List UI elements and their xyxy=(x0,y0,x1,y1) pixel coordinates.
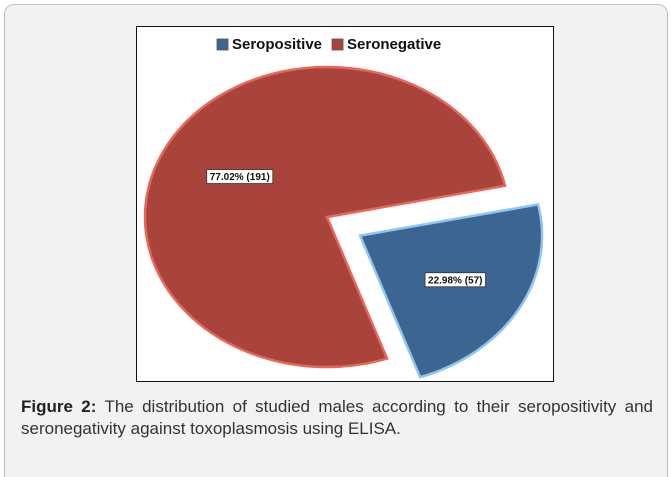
legend-label: Seronegative xyxy=(347,36,441,53)
data-label: 22.98% (57) xyxy=(424,272,486,288)
pie-slice xyxy=(143,65,507,369)
legend-swatch xyxy=(216,38,229,51)
data-label-box xyxy=(206,169,274,184)
caption: Figure 2: The distribution of studied ma… xyxy=(21,396,653,440)
chart-image: 22.98% (57) 77.02% (191) Seropositive Seron… xyxy=(136,26,554,382)
data-label: 77.02% (191) xyxy=(206,169,274,184)
data-label-box xyxy=(424,272,486,288)
pie-slice xyxy=(358,203,544,379)
data-label-text: 22.98% (57) xyxy=(428,275,482,286)
figure-panel: 22.98% (57) 77.02% (191) Seropositive Seron… xyxy=(4,4,668,477)
data-label-text: 77.02% (191) xyxy=(210,172,270,183)
caption-label: Figure 2: xyxy=(21,397,97,416)
caption-text: The distribution of studied males accord… xyxy=(21,397,654,438)
legend-label: Seropositive xyxy=(232,36,322,53)
legend-swatch xyxy=(331,38,344,51)
chart: 22.98% (57) 77.02% (191) Seropositive Seron… xyxy=(143,36,544,379)
